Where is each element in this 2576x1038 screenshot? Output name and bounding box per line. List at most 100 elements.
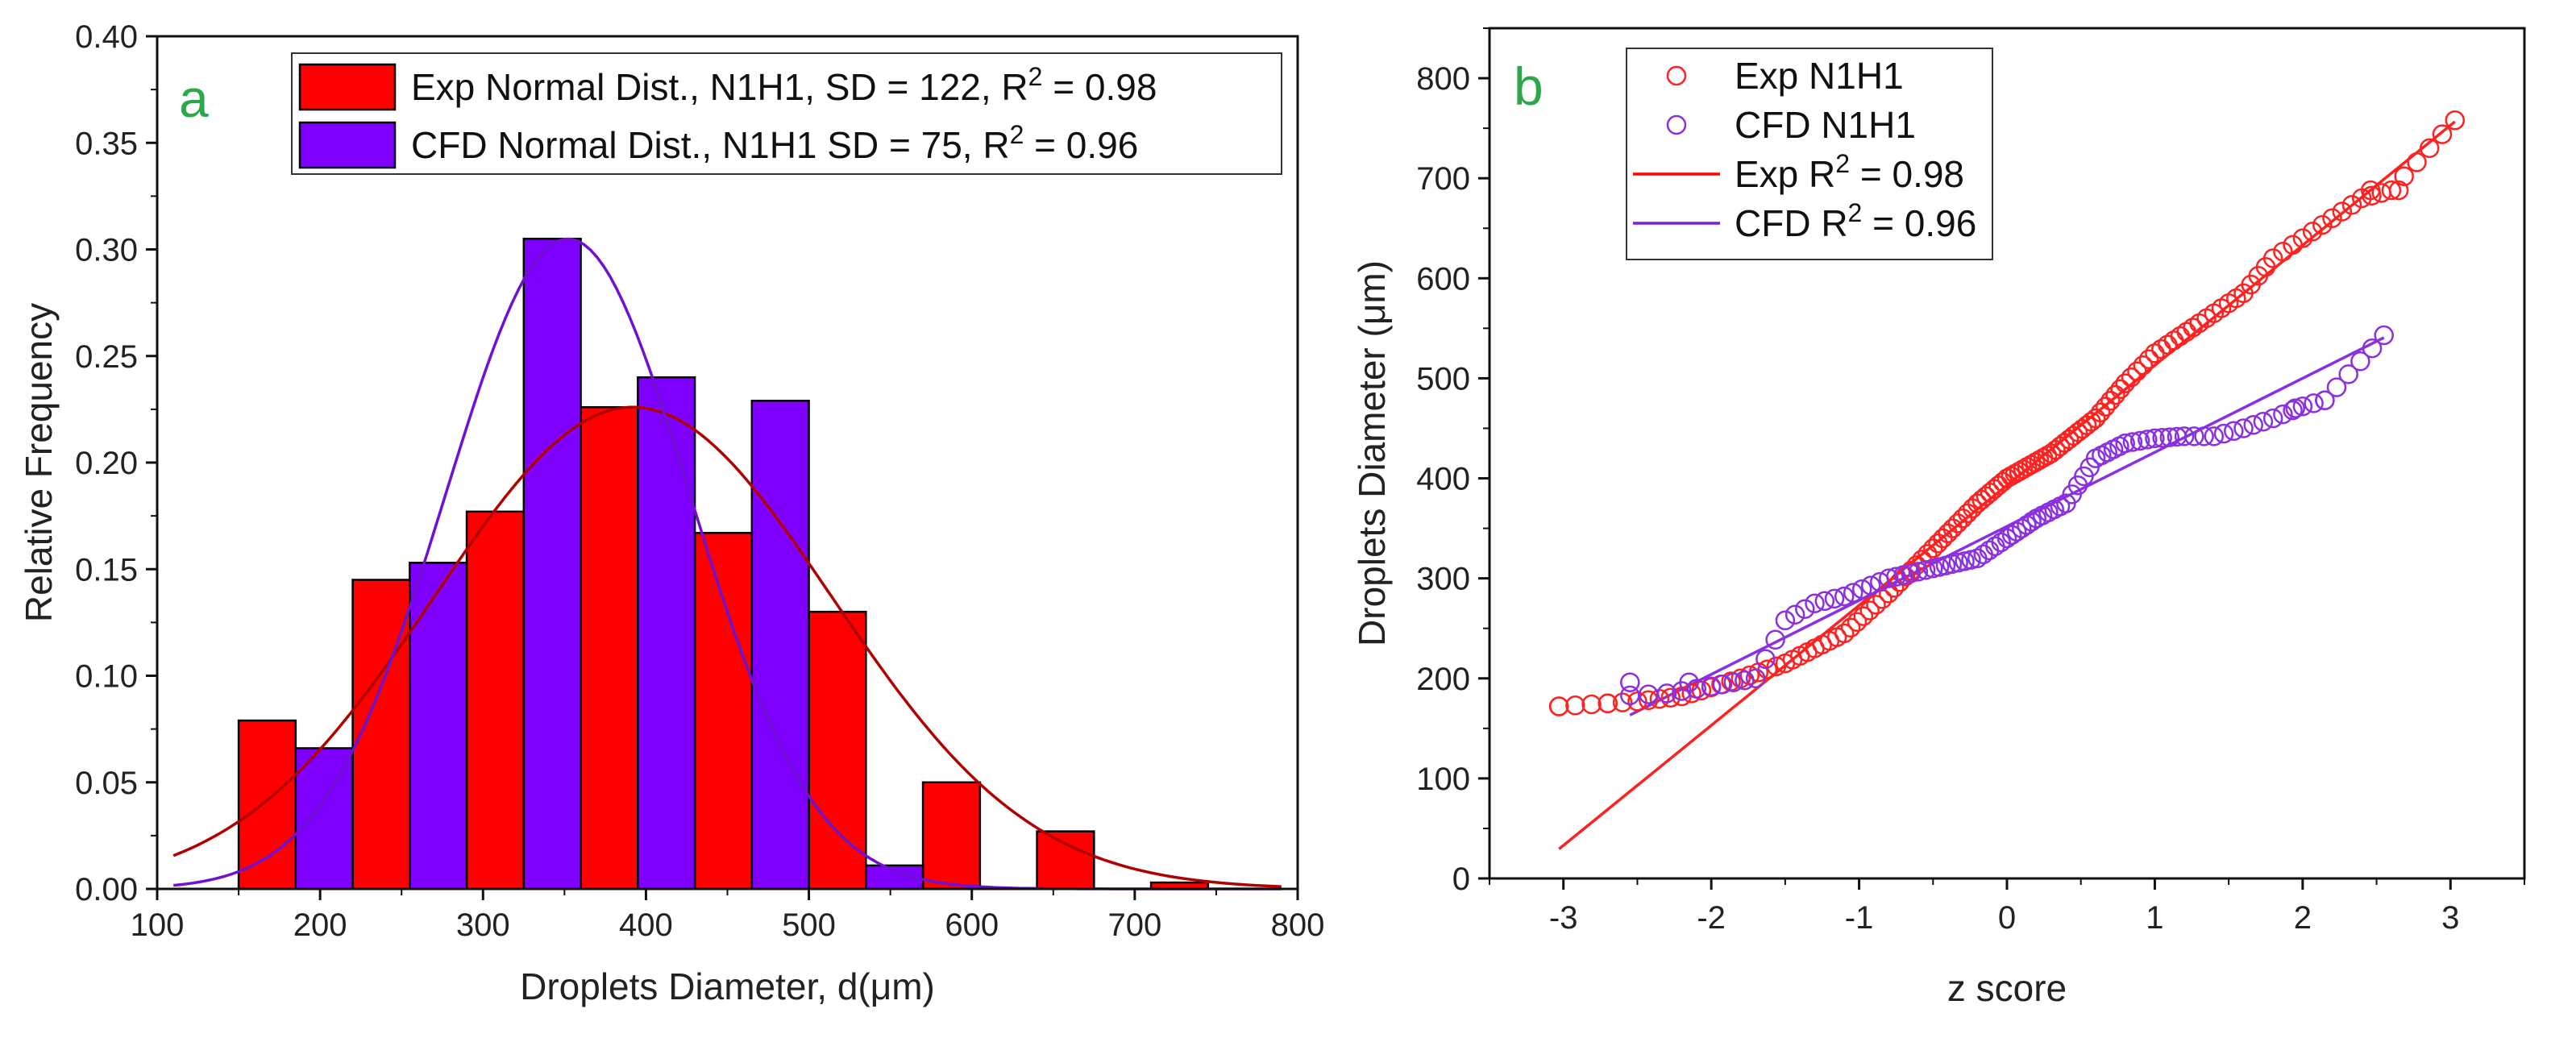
exp-point bbox=[1952, 508, 1973, 529]
y-tick-label-a: 0.15 bbox=[75, 552, 138, 588]
bar-exp-7 bbox=[1036, 830, 1095, 891]
cfd-point bbox=[2283, 400, 2303, 421]
y-tick-label-b: 800 bbox=[1416, 61, 1470, 97]
cfd-point bbox=[1735, 670, 1755, 691]
exp-point bbox=[1581, 694, 1602, 715]
y-tick-label-b: 700 bbox=[1416, 161, 1470, 197]
cfd-point bbox=[1775, 610, 1796, 631]
cfd-point bbox=[2273, 404, 2293, 425]
cfd-point bbox=[1656, 683, 1677, 704]
x-tick-label-a: 200 bbox=[293, 907, 347, 943]
x-tick-label-a: 400 bbox=[619, 907, 673, 943]
exp-point bbox=[2419, 138, 2440, 159]
exp-point bbox=[2445, 110, 2466, 131]
legend-label-b: CFD N1H1 bbox=[1735, 104, 1916, 146]
cfd-bars bbox=[294, 238, 924, 891]
bar-cfd-3 bbox=[637, 376, 696, 891]
exp-point bbox=[2151, 338, 2171, 359]
bar-exp-4 bbox=[693, 532, 754, 891]
x-tick-label-a: 600 bbox=[945, 907, 999, 943]
exp-point bbox=[2090, 402, 2111, 423]
scatter-points bbox=[1548, 110, 2466, 716]
exp-point bbox=[2100, 391, 2121, 411]
cfd-point bbox=[2145, 428, 2165, 449]
exp-point bbox=[2085, 408, 2106, 429]
cfd-point bbox=[2224, 421, 2244, 442]
cfd-point bbox=[2204, 426, 2225, 446]
bar-cfd-1 bbox=[409, 562, 468, 891]
cfd-point bbox=[1686, 679, 1707, 699]
exp-point bbox=[1947, 513, 1968, 534]
bar-exp-6 bbox=[921, 781, 982, 891]
bar-exp-2 bbox=[465, 510, 526, 891]
cfd-point bbox=[2304, 393, 2324, 413]
bar-exp-3 bbox=[580, 405, 639, 891]
exp-point bbox=[1859, 600, 1880, 621]
cfd-fit-line bbox=[1629, 336, 2385, 716]
exp-point bbox=[2096, 397, 2116, 417]
y-tick-label-a: 0.20 bbox=[75, 446, 138, 481]
exp-point bbox=[2138, 349, 2159, 370]
cfd-point bbox=[1805, 593, 1825, 613]
x-tick-label-a: 500 bbox=[782, 907, 836, 943]
cfd-point bbox=[1915, 560, 1936, 580]
exp-point bbox=[2394, 166, 2414, 186]
legend-tail: = 0.98 bbox=[1042, 66, 1157, 108]
cfd-point bbox=[1908, 562, 1929, 582]
exp-point bbox=[1942, 518, 1963, 538]
exp-point bbox=[2105, 384, 2125, 405]
exp-point bbox=[1681, 683, 1701, 704]
exp-fit-curve bbox=[172, 405, 1282, 888]
exp-point bbox=[2381, 180, 2402, 201]
cfd-point bbox=[2350, 351, 2370, 372]
exp-bars bbox=[237, 405, 1210, 891]
legend-marker-b bbox=[1666, 114, 1687, 135]
histogram-panel: 100 200 300 400 500 600 700 800 0.00 0.05 0.10 0.15… bbox=[18, 19, 1324, 1007]
exp-point bbox=[1933, 528, 1953, 549]
bar-cfd-2 bbox=[522, 238, 582, 891]
qq-plot-panel: -3 -2 -1 0 1 2 3 0 100 200 300 400 500 600 700 800 z sc… bbox=[1351, 27, 2526, 1009]
y-tick-label-b: 200 bbox=[1416, 662, 1470, 697]
axis-ticks-b: -3 -2 -1 0 1 2 3 0 100 200 300 400 500 600 700 800 bbox=[1416, 27, 2525, 936]
cfd-point bbox=[2194, 426, 2214, 446]
cfd-point bbox=[1860, 575, 1881, 596]
cfd-point bbox=[2006, 521, 2027, 542]
y-tick-label-b: 500 bbox=[1416, 361, 1470, 397]
cfd-point bbox=[2115, 433, 2135, 454]
cfd-point bbox=[2159, 427, 2180, 447]
legend-box-a bbox=[291, 52, 1282, 175]
exp-point bbox=[2121, 367, 2142, 388]
cfd-point bbox=[1712, 674, 1733, 695]
legend-swatch-a bbox=[298, 63, 397, 111]
cfd-point bbox=[1893, 565, 1913, 585]
exp-point bbox=[2127, 361, 2147, 381]
y-tick-label-a: 0.05 bbox=[75, 766, 138, 801]
legend-label-b: Exp N1H1 bbox=[1735, 55, 1904, 97]
legend-superscript: 2 bbox=[1848, 198, 1863, 227]
bar-exp-0 bbox=[237, 719, 297, 891]
cfd-point bbox=[2243, 415, 2263, 435]
cfd-point bbox=[1843, 583, 1863, 603]
legend-tail: = 0.96 bbox=[1862, 202, 1976, 244]
cfd-point bbox=[2233, 418, 2254, 438]
cfd-point bbox=[2017, 515, 2037, 535]
cfd-point bbox=[1886, 567, 1906, 587]
y-tick-label-a: 0.00 bbox=[75, 872, 138, 907]
x-tick-label-b: -3 bbox=[1549, 900, 1578, 936]
y-tick-label-b: 600 bbox=[1416, 261, 1470, 297]
legend-label-a: Exp Normal Dist., N1H1, SD = 122, R2 = 0… bbox=[411, 62, 1157, 108]
cfd-point bbox=[2001, 525, 2022, 546]
cfd-point bbox=[2138, 430, 2158, 450]
x-tick-label-a: 800 bbox=[1271, 907, 1325, 943]
bar-cfd-4 bbox=[750, 400, 810, 891]
exp-point bbox=[1917, 544, 1938, 564]
panel-label-b: b bbox=[1514, 56, 1544, 116]
exp-point bbox=[2283, 235, 2303, 255]
y-tick-label-a: 0.30 bbox=[75, 233, 138, 268]
cfd-point bbox=[1996, 528, 2017, 549]
cfd-point bbox=[1824, 588, 1845, 609]
exp-point bbox=[1923, 538, 1943, 558]
cfd-point bbox=[1755, 649, 1776, 670]
